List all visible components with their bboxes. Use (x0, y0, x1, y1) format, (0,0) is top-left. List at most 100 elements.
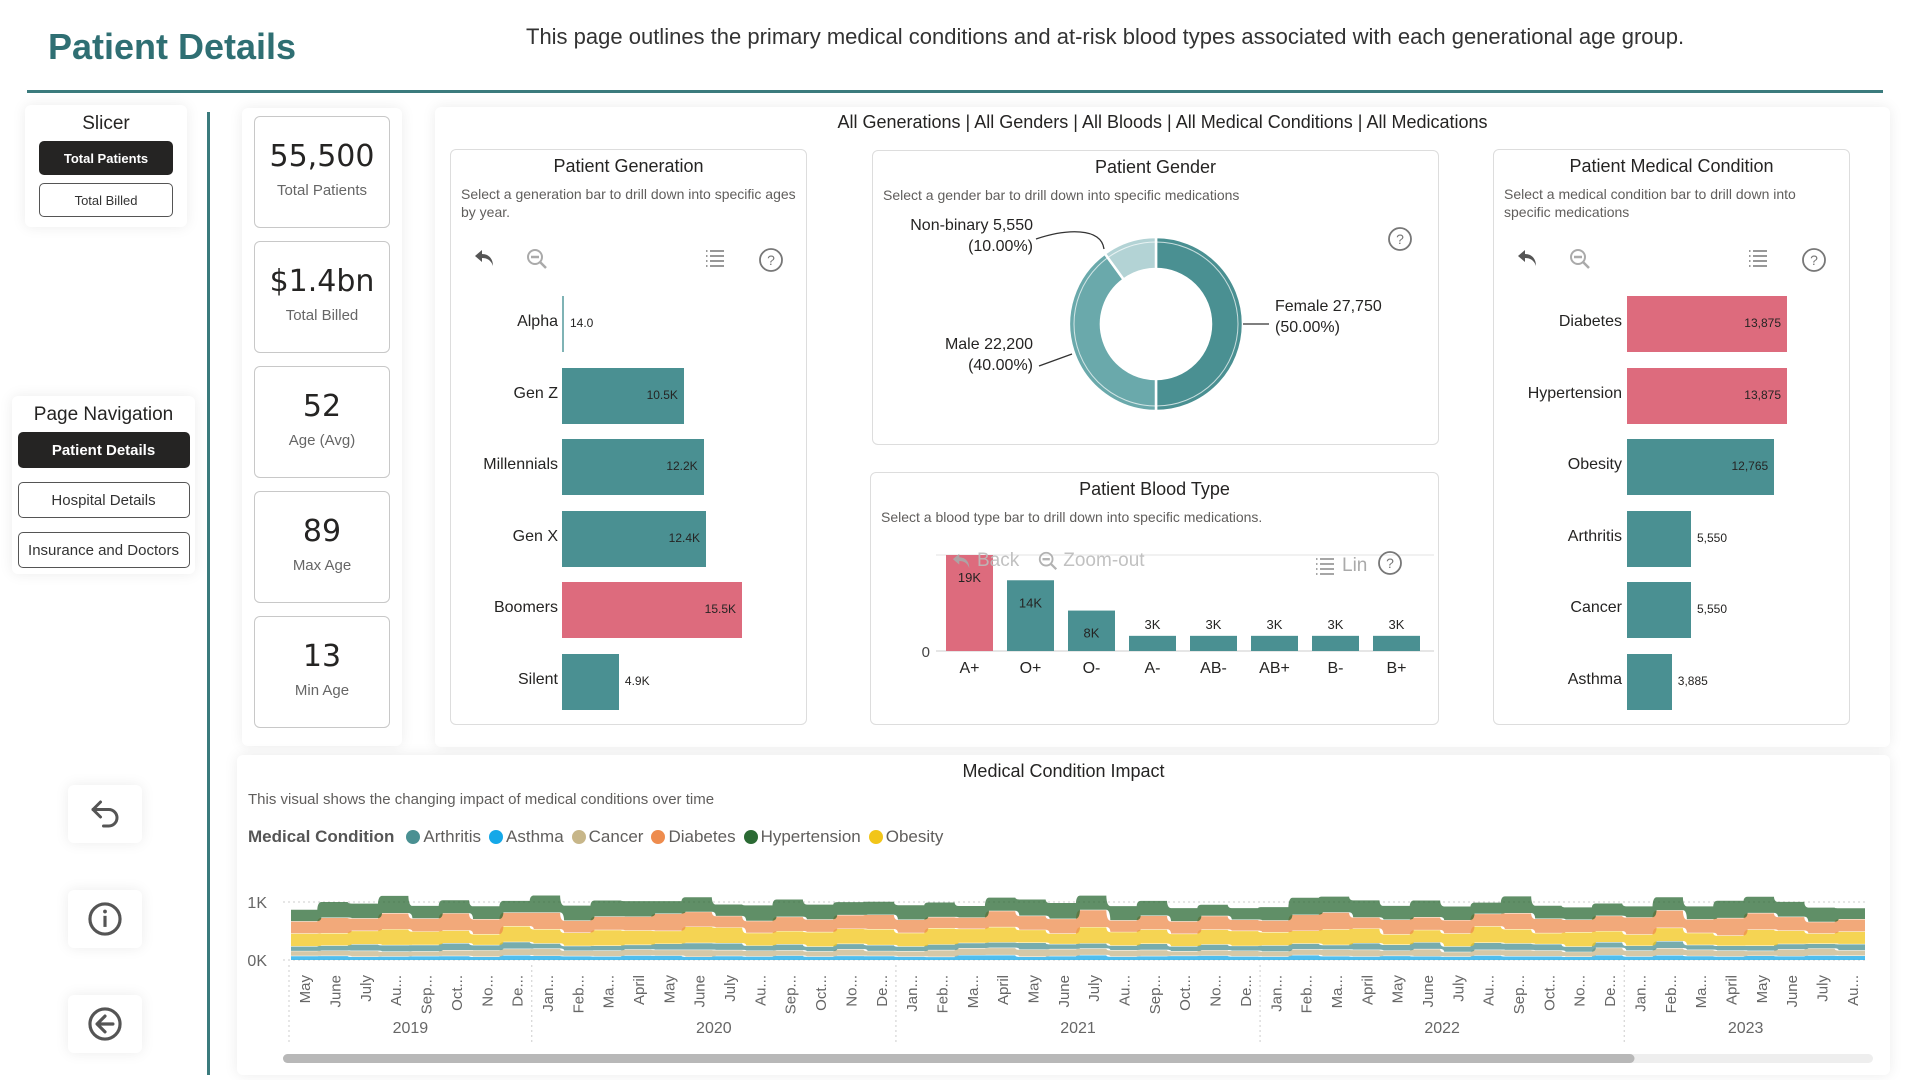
drill-up-icon[interactable] (473, 247, 497, 273)
help-icon[interactable]: ? (1377, 550, 1403, 582)
bar-label-asthma: Asthma (1567, 670, 1622, 688)
x-month-label: Jan... (540, 975, 557, 1012)
x-month-label: July (1450, 975, 1467, 1002)
help-icon[interactable]: ? (1387, 226, 1413, 256)
bar-diabetes[interactable] (1627, 296, 1787, 352)
info-button[interactable] (68, 890, 142, 948)
legend-label: Obesity (885, 827, 944, 846)
x-month-label: Jan... (904, 975, 921, 1012)
slicer-total-patients-button[interactable]: Total Patients (39, 141, 173, 175)
chart-description: Select a gender bar to drill down into s… (883, 187, 1240, 203)
chart-title: Patient Blood Type (1079, 479, 1230, 499)
donut-slice-female[interactable] (1154, 235, 1245, 413)
kpi-value: 13 (302, 639, 342, 674)
bar-value-b: 3K (1389, 617, 1405, 632)
back-button[interactable] (68, 995, 142, 1053)
bar-o[interactable] (1068, 610, 1115, 651)
bar-cancer[interactable] (1627, 582, 1691, 638)
scale-toggle[interactable]: Lin (1314, 555, 1367, 577)
kpi-value: $1.4bn (269, 264, 375, 299)
ribbon-asthma[interactable] (291, 955, 1865, 960)
chart-title: Medical Condition Impact (962, 761, 1165, 781)
scrollbar-thumb[interactable] (283, 1054, 1635, 1063)
bar-a[interactable] (946, 555, 993, 651)
page-title: Patient Details (48, 26, 297, 67)
bar-gen-x[interactable] (562, 510, 706, 567)
bar-ab[interactable] (1190, 635, 1237, 651)
legend-item-diabetes[interactable]: Diabetes (651, 827, 736, 847)
x-year-label-2023: 2023 (1728, 1020, 1764, 1037)
zoom-out-icon (1039, 551, 1058, 571)
bar-b[interactable] (1373, 635, 1420, 651)
legend-item-cancer[interactable]: Cancer (571, 827, 644, 847)
bar-asthma[interactable] (1627, 653, 1672, 710)
legend-item-obesity[interactable]: Obesity (868, 827, 944, 847)
help-icon[interactable]: ? (1801, 247, 1827, 277)
ribbon-cancer[interactable] (291, 948, 1865, 957)
zoom-out-icon[interactable] (525, 247, 549, 275)
list-icon[interactable] (1747, 247, 1769, 273)
bar-o[interactable] (1007, 580, 1054, 651)
x-month-label: Sep... (419, 975, 436, 1014)
help-icon[interactable]: ? (758, 247, 784, 277)
donut-label-non-binary: Non-binary 5,550 (910, 217, 1033, 234)
bar-millennials[interactable] (562, 439, 704, 495)
bar-silent[interactable] (562, 653, 619, 710)
bar-boomers[interactable] (562, 582, 742, 638)
bar-label-gen-z: Gen Z (513, 384, 558, 402)
nav-patient-details-button[interactable]: Patient Details (17, 432, 190, 468)
ribbon-hypertension[interactable] (291, 895, 1865, 922)
bar-label-boomers: Boomers (493, 599, 558, 616)
reset-button[interactable] (68, 785, 142, 843)
kpi-max-age: 89 Max Age (254, 491, 390, 603)
bar-label-arthritis: Arthritis (1567, 527, 1622, 545)
bar-b[interactable] (1312, 635, 1359, 651)
bar-value-a: 3K (1145, 617, 1161, 632)
back-button[interactable]: Back (951, 550, 1019, 572)
kpi-label: Min Age (294, 682, 350, 699)
ribbon-arthritis[interactable] (291, 941, 1865, 952)
donut-label-female: Female 27,750 (1275, 298, 1382, 315)
x-month-label: Feb... (934, 975, 951, 1013)
x-month-label: July (1814, 975, 1831, 1002)
kpi-label: Max Age (292, 557, 352, 574)
x-label-o: O- (1083, 660, 1101, 677)
bar-obesity[interactable] (1627, 439, 1775, 495)
donut-slice-male[interactable] (1067, 251, 1158, 413)
kpi-value: 55,500 (269, 139, 375, 174)
slicer-total-billed-button[interactable]: Total Billed (39, 183, 173, 217)
zoom-out-icon[interactable] (1568, 247, 1592, 275)
x-month-label: Oct... (449, 975, 466, 1011)
bar-gen-z[interactable] (562, 367, 684, 424)
reset-icon (91, 800, 119, 828)
x-month-label: June (1420, 975, 1437, 1008)
list-icon[interactable] (704, 247, 726, 273)
bar-arthritis[interactable] (1627, 510, 1691, 567)
patient-gender-chart: Patient Gender Select a gender bar to dr… (872, 150, 1439, 445)
bar-a[interactable] (1129, 635, 1176, 651)
x-month-label: Jan... (1632, 975, 1649, 1012)
nav-insurance-doctors-button[interactable]: Insurance and Doctors (17, 532, 190, 568)
bar-alpha[interactable] (562, 296, 564, 352)
x-month-label: No... (843, 975, 860, 1007)
zoom-out-button[interactable]: Zoom-out (1037, 550, 1145, 572)
legend-item-arthritis[interactable]: Arthritis (406, 827, 481, 847)
legend-label: Cancer (588, 827, 644, 846)
drill-up-icon[interactable] (1516, 247, 1540, 273)
legend-item-asthma[interactable]: Asthma (489, 827, 564, 847)
bar-value-gen-z: 10.5K (646, 387, 678, 402)
nav-hospital-details-button[interactable]: Hospital Details (17, 482, 190, 518)
kpi-min-age: 13 Min Age (254, 616, 390, 728)
bar-ab[interactable] (1251, 635, 1298, 651)
bar-value-o: 14K (1019, 595, 1042, 610)
kpi-value: 89 (302, 514, 342, 549)
donut-percent-female: (50.00%) (1275, 319, 1340, 336)
legend-dot (868, 830, 883, 844)
legend-dot (651, 830, 666, 844)
legend-item-hypertension[interactable]: Hypertension (743, 827, 861, 847)
slicer-title: Slicer (82, 113, 130, 134)
x-month-label: April (1359, 975, 1376, 1005)
bar-hypertension[interactable] (1627, 367, 1787, 424)
donut-slice-non-binary[interactable] (1103, 235, 1158, 282)
x-month-label: Oct... (1177, 975, 1194, 1011)
